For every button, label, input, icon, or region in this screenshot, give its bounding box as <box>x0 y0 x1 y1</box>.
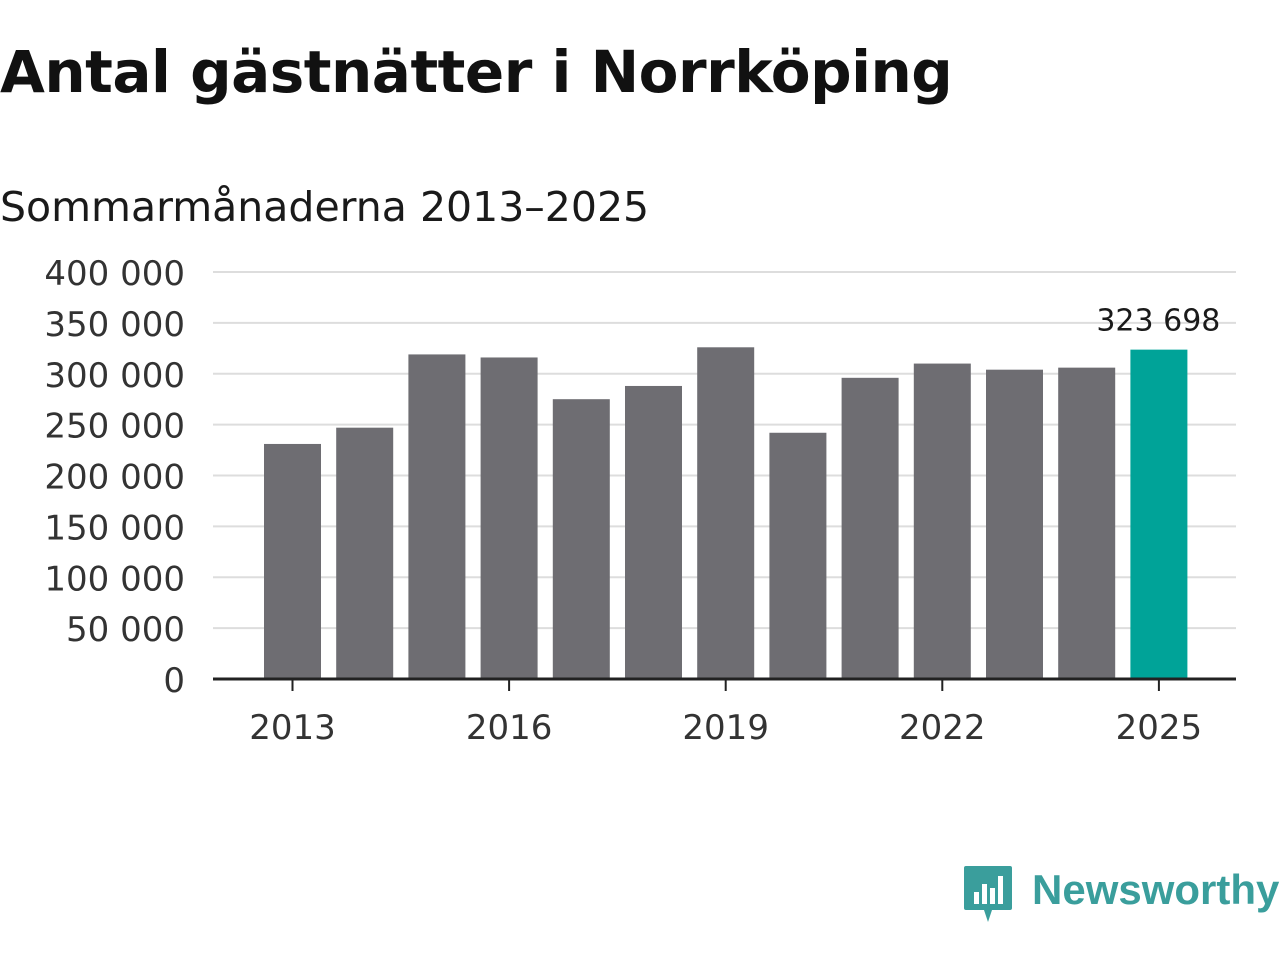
y-tick-label: 400 000 <box>44 254 185 294</box>
tick-labels: 0 50 000 100 000 150 000 200 000 250 000 300 0… <box>44 254 1220 748</box>
data-label-2025: 323 698 <box>1096 304 1220 339</box>
bar-2018 <box>625 385 682 679</box>
y-tick-label: 100 000 <box>44 559 185 599</box>
bar-2020 <box>769 432 827 679</box>
y-tick-label: 200 000 <box>44 458 185 498</box>
bar-2025 <box>1130 349 1188 679</box>
chart-title: Antal gästnätter i Norrköping <box>0 38 953 106</box>
bar-2015 <box>408 354 466 679</box>
chart-subtitle: Sommarmånaderna 2013–2025 <box>0 183 650 231</box>
y-tick-label: 350 000 <box>44 305 185 345</box>
bar-2024 <box>1058 367 1116 679</box>
bar-2021 <box>841 377 899 679</box>
y-tick-label: 0 <box>163 661 185 701</box>
bar-2017 <box>552 399 610 679</box>
bar-2013 <box>264 443 321 679</box>
x-tick-label: 2025 <box>1116 708 1203 748</box>
bar-2019 <box>697 347 755 679</box>
x-tick-label: 2022 <box>899 708 986 748</box>
logo-text: Newsworthy <box>1032 866 1280 913</box>
y-tick-label: 300 000 <box>44 356 185 396</box>
y-tick-label: 150 000 <box>44 508 185 548</box>
y-tick-label: 50 000 <box>66 610 185 650</box>
y-tick-label: 250 000 <box>44 407 185 447</box>
bars <box>264 347 1188 679</box>
axes <box>213 677 1236 691</box>
bar-2023 <box>986 369 1043 679</box>
bar-2022 <box>913 363 971 679</box>
bar-chart: 0 50 000 100 000 150 000 200 000 250 000 300 0… <box>44 254 1236 748</box>
x-tick-label: 2019 <box>682 708 769 748</box>
x-tick-label: 2013 <box>249 708 336 748</box>
bar-2014 <box>336 427 394 679</box>
newsworthy-chart-icon <box>964 866 1012 922</box>
x-tick-label: 2016 <box>466 708 553 748</box>
newsworthy-logo: Newsworthy <box>962 864 1280 930</box>
bar-2016 <box>480 357 538 679</box>
